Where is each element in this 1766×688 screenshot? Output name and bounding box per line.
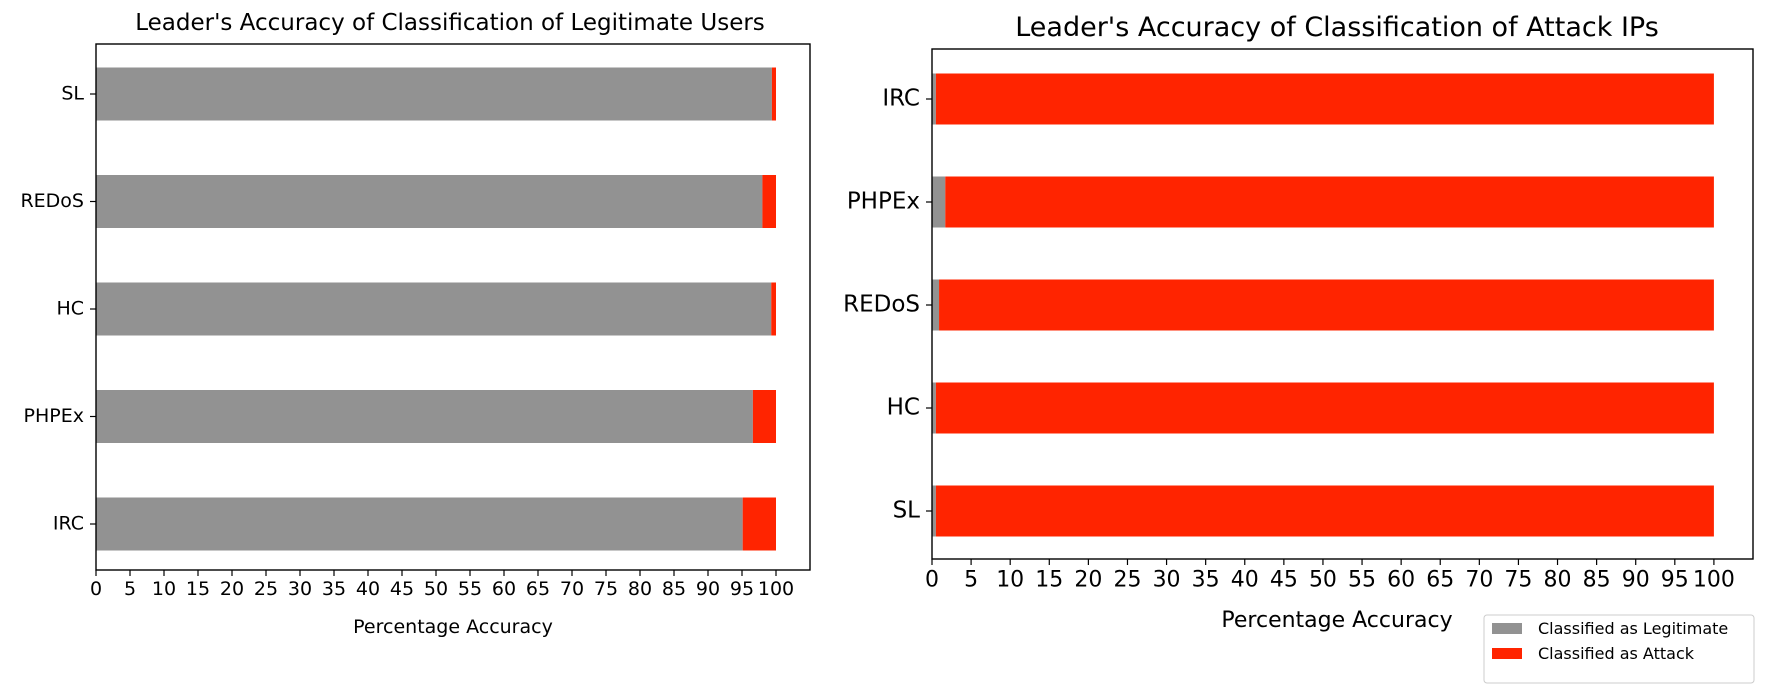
plot-frame (95, 43, 811, 571)
x-tick-label: 5 (124, 578, 136, 600)
legend-label-attack: Classified as Attack (1538, 644, 1695, 663)
x-tick-label: 0 (925, 568, 939, 593)
x-tick-label: 5 (964, 568, 978, 593)
x-tick-label: 90 (696, 578, 720, 600)
y-tick-label: IRC (882, 86, 920, 112)
x-tick-label: 40 (356, 578, 380, 600)
x-tick-label: 100 (758, 578, 794, 600)
legend-swatch-legitimate (1492, 623, 1522, 634)
bar-phpex-attack (945, 176, 1714, 228)
chart-legitimate-users: Leader's Accuracy of Classification of L… (20, 10, 811, 638)
x-tick-label: 10 (152, 578, 176, 600)
x-tick-label: 50 (424, 578, 448, 600)
bar-sl-attack (935, 485, 1714, 537)
legend-label-legitimate: Classified as Legitimate (1538, 619, 1728, 638)
bar-hc-attack (935, 382, 1714, 434)
x-tick-label: 100 (1693, 568, 1735, 593)
x-tick-label: 65 (526, 578, 550, 600)
x-tick-label: 25 (1113, 568, 1141, 593)
bar-irc-attack (742, 497, 776, 551)
legend-frame (1483, 614, 1755, 684)
x-tick-label: 45 (1270, 568, 1298, 593)
chart-title: Leader's Accuracy of Classification of A… (1015, 12, 1659, 43)
x-tick-label: 30 (288, 578, 312, 600)
x-axis-label: Percentage Accuracy (1221, 608, 1452, 633)
x-tick-label: 25 (254, 578, 278, 600)
y-tick-label: REDoS (20, 190, 84, 212)
x-tick-label: 85 (662, 578, 686, 600)
bar-irc-legitimate (932, 73, 936, 125)
x-tick-label: 20 (220, 578, 244, 600)
x-tick-label: 20 (1074, 568, 1102, 593)
x-tick-label: 80 (1544, 568, 1572, 593)
y-tick-label: HC (887, 395, 920, 421)
x-tick-label: 80 (628, 578, 652, 600)
x-tick-label: 85 (1583, 568, 1611, 593)
x-tick-label: 35 (322, 578, 346, 600)
bar-irc-attack (935, 73, 1714, 125)
y-tick-label: HC (56, 298, 84, 320)
bar-phpex-legitimate (932, 176, 946, 228)
legend-swatch-attack (1492, 648, 1522, 659)
y-tick-label: IRC (53, 513, 84, 535)
x-tick-label: 55 (458, 578, 482, 600)
legend: Classified as Legitimate Classified as A… (1483, 614, 1755, 684)
bar-redos-attack (762, 175, 776, 228)
bar-phpex-legitimate (96, 390, 753, 443)
chart-attack-ips: Leader's Accuracy of Classification of A… (843, 12, 1754, 633)
x-axis-label: Percentage Accuracy (353, 616, 553, 638)
x-tick-label: 10 (996, 568, 1024, 593)
bar-redos-attack (939, 279, 1714, 331)
x-tick-label: 95 (730, 578, 754, 600)
bar-sl-legitimate (932, 485, 936, 537)
x-tick-label: 95 (1661, 568, 1689, 593)
x-tick-label: 45 (390, 578, 414, 600)
x-tick-label: 70 (1465, 568, 1493, 593)
x-tick-label: 35 (1192, 568, 1220, 593)
bar-irc-legitimate (96, 497, 743, 551)
x-tick-label: 40 (1231, 568, 1259, 593)
y-tick-label: SL (61, 83, 84, 105)
x-tick-label: 70 (560, 578, 584, 600)
bar-redos-legitimate (932, 279, 940, 331)
x-tick-label: 90 (1622, 568, 1650, 593)
x-tick-label: 50 (1309, 568, 1337, 593)
bar-sl-attack (771, 67, 776, 121)
bar-hc-legitimate (932, 382, 936, 434)
x-tick-label: 15 (186, 578, 210, 600)
x-tick-label: 65 (1426, 568, 1454, 593)
y-tick-label: SL (893, 498, 921, 524)
x-tick-label: 60 (1387, 568, 1415, 593)
plot-frame (931, 48, 1754, 560)
x-tick-label: 0 (90, 578, 102, 600)
x-tick-label: 30 (1153, 568, 1181, 593)
x-tick-label: 75 (594, 578, 618, 600)
x-tick-label: 60 (492, 578, 516, 600)
x-tick-label: 15 (1035, 568, 1063, 593)
bar-sl-legitimate (96, 67, 772, 121)
bar-phpex-attack (752, 390, 776, 443)
y-tick-label: PHPEx (24, 405, 84, 427)
x-tick-label: 75 (1504, 568, 1532, 593)
bar-hc-legitimate (96, 282, 772, 336)
y-tick-label: PHPEx (847, 189, 920, 215)
x-tick-label: 55 (1348, 568, 1376, 593)
bar-redos-legitimate (96, 175, 763, 228)
bar-hc-attack (771, 282, 776, 336)
chart-title: Leader's Accuracy of Classification of L… (135, 10, 765, 36)
y-tick-label: REDoS (843, 292, 920, 318)
